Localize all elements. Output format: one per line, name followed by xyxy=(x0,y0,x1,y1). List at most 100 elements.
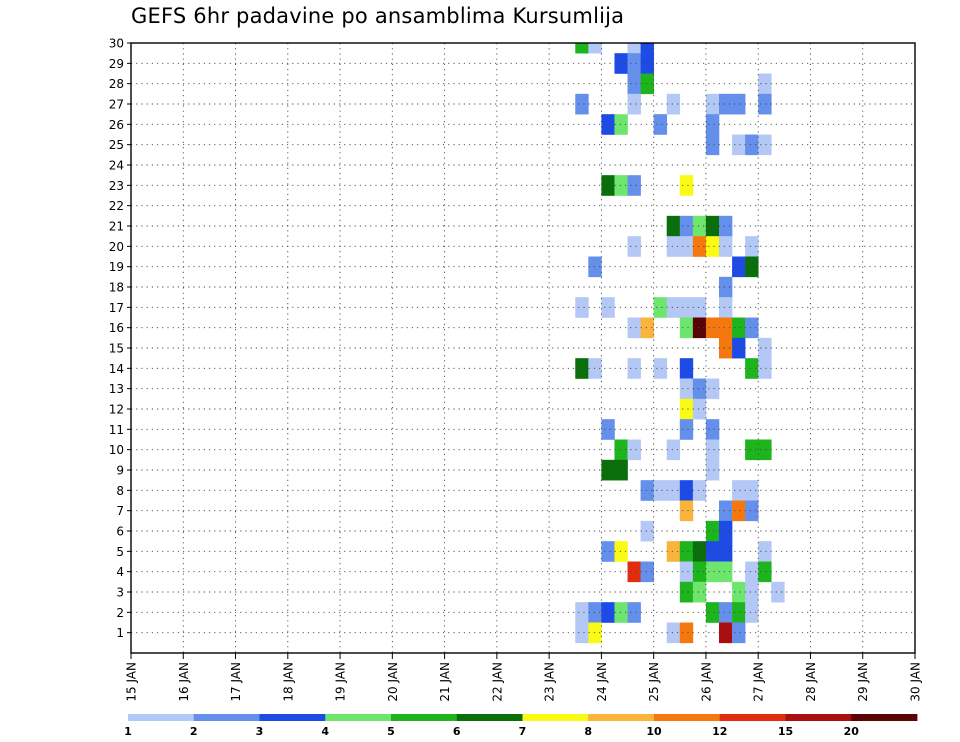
heat-cell xyxy=(679,622,694,644)
y-tick-label: 23 xyxy=(109,179,124,193)
heat-cell xyxy=(601,541,615,562)
heat-cell xyxy=(758,337,772,359)
heat-cell xyxy=(705,561,720,583)
y-tick-label: 27 xyxy=(109,98,124,112)
y-axis: 1234567891011121314151617181920212223242… xyxy=(109,37,131,640)
heat-cell xyxy=(588,622,602,644)
heat-cell xyxy=(692,480,707,501)
heat-cell xyxy=(679,378,694,400)
heat-cell xyxy=(614,541,628,562)
heat-cell xyxy=(627,602,641,623)
heat-cell xyxy=(653,358,668,379)
heat-cell xyxy=(614,459,628,481)
legend: 1 2 3 4 5 6 7 8 10 12 15 20 xyxy=(124,714,918,738)
y-tick-label: 13 xyxy=(109,382,124,396)
heat-cell xyxy=(745,134,759,156)
heat-cell xyxy=(719,337,733,359)
heat-cell xyxy=(732,581,746,603)
x-tick-label: 29 JAN xyxy=(856,662,870,702)
heat-cell xyxy=(575,43,589,54)
heat-cell xyxy=(666,93,681,115)
heat-cell xyxy=(666,622,681,644)
heat-cell xyxy=(575,622,589,644)
heat-cell xyxy=(758,561,772,583)
y-tick-label: 1 xyxy=(116,626,124,640)
heat-cell xyxy=(679,317,694,339)
heat-cell xyxy=(732,93,746,115)
heat-cell xyxy=(601,297,615,318)
y-tick-label: 21 xyxy=(109,220,124,234)
y-tick-label: 26 xyxy=(109,118,124,132)
legend-swatch xyxy=(391,714,458,721)
heat-cell xyxy=(614,439,628,461)
grid-layer xyxy=(131,42,915,653)
heat-cell xyxy=(692,398,707,420)
heat-cell xyxy=(719,297,733,318)
heat-cell xyxy=(666,236,681,257)
heat-cell xyxy=(614,602,628,623)
heat-cell xyxy=(771,581,785,603)
y-tick-label: 19 xyxy=(109,260,124,274)
heat-cell xyxy=(705,520,720,542)
x-tick-label: 16 JAN xyxy=(177,662,191,702)
y-tick-label: 11 xyxy=(109,423,124,437)
heat-cell xyxy=(679,541,694,562)
legend-swatch xyxy=(785,714,852,721)
heat-cell xyxy=(758,439,772,461)
y-tick-label: 16 xyxy=(109,321,124,335)
heat-cell xyxy=(705,459,720,481)
legend-label: 20 xyxy=(844,725,860,738)
y-tick-label: 30 xyxy=(109,37,124,51)
legend-label: 12 xyxy=(712,725,727,738)
x-tick-label: 21 JAN xyxy=(438,662,452,702)
heat-cell xyxy=(692,378,707,400)
x-axis: 15 JAN 16 JAN 17 JAN 18 JAN 19 JAN 20 JAN 21 J… xyxy=(125,653,923,702)
heat-cell xyxy=(692,317,707,339)
heat-cell xyxy=(732,622,746,644)
heat-cell xyxy=(640,43,654,54)
x-tick-label: 23 JAN xyxy=(543,662,557,702)
heat-cell xyxy=(719,500,733,522)
y-tick-label: 22 xyxy=(109,199,124,213)
heat-cell xyxy=(666,439,681,461)
x-tick-label: 19 JAN xyxy=(334,662,348,702)
legend-swatch xyxy=(719,714,786,721)
y-tick-label: 15 xyxy=(109,342,124,356)
heat-cell xyxy=(588,256,602,278)
y-tick-label: 2 xyxy=(116,606,124,620)
legend-label: 5 xyxy=(387,725,395,738)
heat-cell xyxy=(614,114,628,135)
heat-cell xyxy=(640,53,654,74)
heat-cell xyxy=(640,73,654,95)
legend-label: 6 xyxy=(453,725,461,738)
heat-cell xyxy=(745,561,759,583)
heat-cell xyxy=(705,602,720,623)
cells-layer xyxy=(575,43,785,644)
heat-cell xyxy=(719,561,733,583)
x-tick-label: 26 JAN xyxy=(699,662,713,702)
y-tick-label: 17 xyxy=(109,301,124,315)
heat-cell xyxy=(705,114,720,135)
heat-cell xyxy=(745,602,759,623)
heat-cell xyxy=(732,256,746,278)
legend-label: 10 xyxy=(646,725,662,738)
heat-cell xyxy=(575,602,589,623)
x-tick-label: 22 JAN xyxy=(490,662,504,702)
heat-cell xyxy=(705,93,720,115)
heat-cell xyxy=(732,337,746,359)
heat-cell xyxy=(679,175,694,196)
heat-cell xyxy=(719,602,733,623)
heat-cell xyxy=(692,541,707,562)
heat-cell xyxy=(732,317,746,339)
legend-swatch xyxy=(588,714,655,721)
heat-cell xyxy=(679,398,694,420)
heat-cell xyxy=(705,134,720,156)
heat-cell xyxy=(653,480,668,501)
heat-cell xyxy=(679,561,694,583)
heat-cell xyxy=(719,520,733,542)
legend-label: 7 xyxy=(519,725,527,738)
heat-cell xyxy=(719,541,733,562)
heat-cell xyxy=(627,53,641,74)
heat-cell xyxy=(666,297,681,318)
